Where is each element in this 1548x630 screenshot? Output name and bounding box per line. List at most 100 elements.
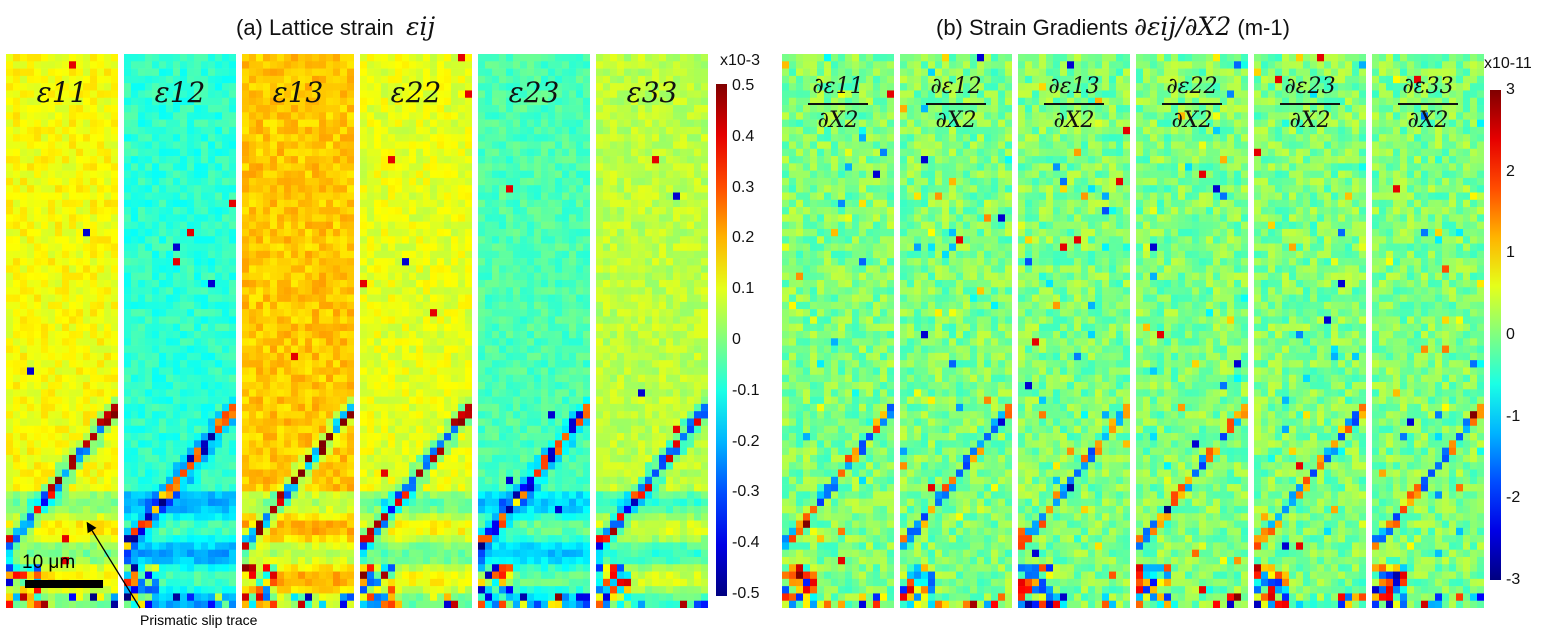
heatmap-cell — [333, 338, 341, 346]
heatmap-cell — [249, 228, 257, 237]
heatmap-cell — [222, 418, 230, 427]
heatmap-cell — [347, 447, 354, 456]
heatmap-cell — [48, 418, 56, 427]
heatmap-cell — [437, 177, 445, 186]
heatmap-cell — [138, 170, 146, 179]
heatmap-cell — [298, 578, 306, 587]
heatmap-cell — [215, 228, 223, 237]
heatmap-cell — [374, 360, 382, 368]
heatmap-cell — [416, 513, 424, 521]
heatmap-cell — [187, 177, 195, 186]
heatmap-cell — [340, 163, 348, 171]
heatmap-cell — [312, 513, 320, 521]
heatmap-cell — [305, 170, 313, 179]
heatmap-cell — [465, 403, 472, 412]
heatmap-cell — [69, 236, 77, 244]
heatmap-cell — [222, 309, 230, 317]
heatmap-cell — [444, 520, 452, 529]
heatmap-cell — [229, 112, 236, 120]
heatmap-cell — [465, 571, 472, 580]
heatmap-cell — [395, 272, 403, 281]
heatmap-cell — [229, 571, 236, 580]
heatmap-cell — [333, 228, 341, 237]
heatmap-cell — [319, 352, 327, 361]
heatmap-cell — [55, 83, 63, 91]
heatmap-cell — [90, 258, 98, 266]
heatmap-cell — [180, 593, 188, 602]
heatmap-cell — [576, 68, 584, 77]
heatmap-cell — [451, 61, 459, 69]
heatmap-cell — [326, 338, 334, 346]
heatmap-cell — [284, 68, 292, 77]
heatmap-cell — [402, 119, 410, 128]
heatmap-cell — [222, 134, 230, 142]
heatmap-cell — [444, 338, 452, 346]
heatmap-cell — [277, 586, 285, 594]
heatmap-cell — [430, 418, 438, 427]
heatmap-cell — [215, 126, 223, 135]
heatmap-cell — [201, 352, 209, 361]
heatmap-cell — [347, 520, 354, 529]
heatmap-cell — [374, 148, 382, 157]
heatmap-cell — [416, 170, 424, 179]
heatmap-cell — [409, 221, 417, 230]
heatmap-cell — [326, 68, 334, 77]
heatmap-cell — [381, 462, 389, 470]
heatmap-cell — [256, 105, 264, 113]
heatmap-cell — [27, 301, 35, 310]
heatmap-cell — [388, 360, 396, 368]
heatmap-cell — [326, 447, 334, 456]
heatmap-cell — [242, 105, 250, 113]
heatmap-cell — [513, 54, 521, 62]
heatmap-cell — [145, 600, 153, 608]
heatmap-cell — [256, 294, 264, 303]
heatmap-cell — [55, 250, 63, 259]
heatmap-cell — [173, 433, 181, 441]
heatmap-cell — [312, 564, 320, 572]
heatmap-cell — [444, 345, 452, 354]
heatmap-cell — [534, 54, 542, 62]
heatmap-cell — [187, 148, 195, 157]
heatmap-cell — [13, 527, 21, 536]
heatmap-cell — [152, 331, 160, 339]
heatmap-cell — [145, 214, 153, 222]
heatmap-cell — [291, 126, 299, 135]
heatmap-cell — [124, 440, 132, 448]
heatmap-cell — [340, 68, 348, 77]
heatmap-cell — [242, 338, 250, 346]
heatmap-cell — [152, 185, 160, 193]
heatmap-cell — [340, 272, 348, 281]
heatmap-cell — [395, 316, 403, 325]
heatmap-cell — [111, 112, 118, 120]
heatmap-cell — [374, 586, 382, 594]
heatmap-cell — [138, 258, 146, 266]
heatmap-cell — [291, 316, 299, 325]
heatmap-cell — [159, 90, 167, 99]
heatmap-cell — [97, 564, 105, 572]
heatmap-cell — [402, 345, 410, 354]
heatmap-cell — [97, 593, 105, 602]
heatmap-cell — [104, 542, 112, 550]
heatmap-cell — [69, 476, 77, 485]
heatmap-cell — [340, 243, 348, 252]
heatmap-cell — [83, 396, 91, 405]
heatmap-cell — [270, 411, 278, 419]
heatmap-cell — [451, 250, 459, 259]
heatmap-cell — [499, 90, 507, 99]
heatmap-cell — [208, 513, 216, 521]
heatmap-cell — [62, 199, 70, 208]
heatmap-cell — [242, 90, 250, 99]
heatmap-cell — [347, 498, 354, 507]
heatmap-cell — [194, 119, 202, 128]
heatmap-cell — [527, 61, 535, 69]
heatmap-cell — [451, 469, 459, 478]
heatmap-cell — [215, 265, 223, 273]
heatmap-cell — [388, 469, 396, 478]
heatmap-cell — [249, 418, 257, 427]
heatmap-cell — [97, 134, 105, 142]
heatmap-cell — [194, 90, 202, 99]
heatmap-cell — [367, 170, 375, 179]
heatmap-cell — [305, 411, 313, 419]
heatmap-cell — [166, 578, 174, 587]
heatmap-cell — [409, 83, 417, 91]
